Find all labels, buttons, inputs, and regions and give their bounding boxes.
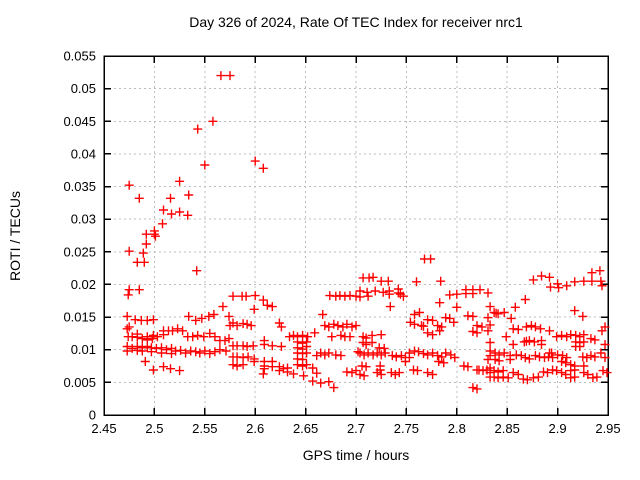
y-axis-label: ROTI / TECUs <box>7 191 23 281</box>
x-tick-label: 2.8 <box>448 421 466 436</box>
y-tick-label: 0.045 <box>63 114 96 129</box>
y-tick-label: 0.035 <box>63 179 96 194</box>
y-tick-label: 0.055 <box>63 49 96 64</box>
x-tick-label: 2.5 <box>145 421 163 436</box>
x-tick-label: 2.95 <box>595 421 620 436</box>
x-tick-label: 2.45 <box>91 421 116 436</box>
x-axis-label: GPS time / hours <box>302 447 410 463</box>
chart-title: Day 326 of 2024, Rate Of TEC Index for r… <box>189 14 523 30</box>
y-tick-label: 0.005 <box>63 375 96 390</box>
y-tick-label: 0.04 <box>71 146 96 161</box>
x-tick-label: 2.85 <box>495 421 520 436</box>
y-tick-label: 0.03 <box>71 212 96 227</box>
y-tick-label: 0.02 <box>71 277 96 292</box>
x-tick-label: 2.55 <box>192 421 217 436</box>
x-tick-label: 2.6 <box>246 421 264 436</box>
y-tick-label: 0 <box>89 408 96 423</box>
y-tick-label: 0.025 <box>63 244 96 259</box>
data-point-markers <box>122 71 612 394</box>
y-tick-label: 0.01 <box>71 342 96 357</box>
x-tick-label: 2.9 <box>549 421 567 436</box>
x-tick-label: 2.75 <box>394 421 419 436</box>
y-tick-label: 0.05 <box>71 81 96 96</box>
y-tick-label: 0.015 <box>63 310 96 325</box>
x-tick-label: 2.7 <box>347 421 365 436</box>
x-tick-label: 2.65 <box>293 421 318 436</box>
